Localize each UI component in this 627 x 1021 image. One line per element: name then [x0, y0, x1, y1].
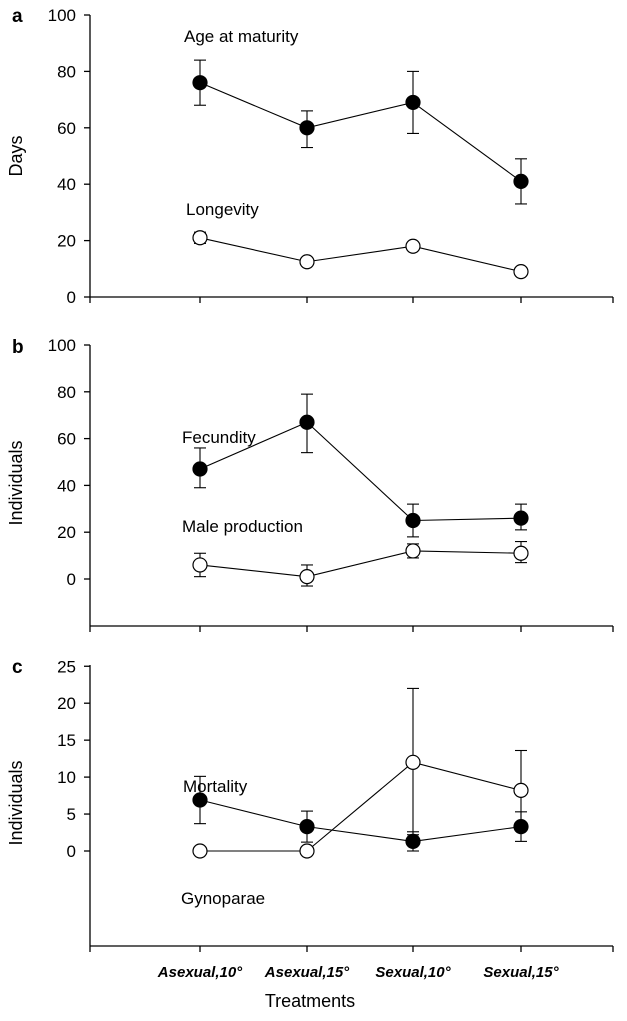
y-tick-label: 60 — [57, 119, 76, 138]
series-line — [199, 421, 522, 522]
data-point-filled — [192, 75, 208, 91]
y-tick-label: 40 — [57, 476, 76, 495]
x-category-label: Asexual,15° — [264, 964, 350, 981]
x-category-label: Sexual,15° — [483, 964, 559, 981]
y-tick-label: 10 — [57, 768, 76, 787]
annotation-gynoparae: Gynoparae — [181, 889, 265, 908]
panel-c-letter: c — [12, 657, 23, 678]
data-point-open — [299, 569, 315, 585]
annotation-fecundity: Fecundity — [182, 428, 256, 447]
annotation-longevity: Longevity — [186, 200, 259, 219]
panel-b-letter: b — [12, 337, 24, 358]
y-tick-label: 40 — [57, 175, 76, 194]
x-category-label: Sexual,10° — [375, 964, 451, 981]
data-point-open — [513, 264, 529, 280]
data-point-filled — [192, 461, 208, 477]
data-point-open — [192, 230, 208, 246]
panel-c-plot: 0 5 10 15 20 25 — [57, 657, 614, 952]
y-tick-label: 20 — [57, 523, 76, 542]
annotation-male-production: Male production — [182, 517, 303, 536]
y-tick-label: 15 — [57, 731, 76, 750]
annotation-mortality: Mortality — [183, 777, 248, 796]
series-line — [200, 761, 522, 852]
panel-a-letter: a — [12, 6, 23, 27]
panel-b-ylabel: Individuals — [6, 440, 26, 525]
y-tick-label: 20 — [57, 232, 76, 251]
data-point-filled — [299, 819, 315, 835]
data-point-filled — [299, 120, 315, 136]
y-tick-label: 5 — [67, 805, 76, 824]
panel-a: a Days Age at maturity Longevity 0 20 40 60… — [6, 6, 614, 307]
series-line — [199, 799, 522, 842]
data-point-open — [405, 238, 421, 254]
panel-a-plot: 0 20 40 60 80 100 — [48, 6, 614, 307]
data-point-open — [192, 843, 208, 859]
data-point-filled — [299, 414, 315, 430]
y-tick-label: 100 — [48, 336, 76, 355]
y-tick-label: 100 — [48, 6, 76, 25]
y-tick-label: 60 — [57, 430, 76, 449]
panel-c: c Individuals Mortality Gynoparae 0 5 10 15… — [6, 657, 614, 952]
data-point-filled — [513, 173, 529, 189]
data-point-open — [299, 254, 315, 270]
data-point-filled — [405, 94, 421, 111]
y-tick-label: 80 — [57, 62, 76, 81]
panel-c-ylabel: Individuals — [6, 760, 26, 845]
y-tick-label: 20 — [57, 694, 76, 713]
series-line — [199, 237, 522, 273]
y-tick-label: 0 — [67, 842, 76, 861]
data-point-open — [513, 782, 529, 799]
data-point-filled — [513, 510, 529, 526]
data-point-filled — [405, 833, 421, 849]
y-tick-label: 0 — [67, 288, 76, 307]
data-point-filled — [192, 792, 208, 808]
data-point-open — [513, 545, 529, 561]
data-point-open — [299, 843, 315, 859]
x-category-labels: Asexual,10° Asexual,15° Sexual,10° Sexual,1… — [157, 964, 560, 981]
data-point-open — [405, 543, 421, 559]
y-tick-label: 0 — [67, 570, 76, 589]
series-line — [199, 550, 522, 578]
x-axis-title: Treatments — [265, 991, 355, 1011]
series-line — [199, 82, 522, 182]
y-tick-label: 80 — [57, 383, 76, 402]
y-tick-label: 25 — [57, 657, 76, 676]
data-point-filled — [405, 512, 421, 529]
x-category-label: Asexual,10° — [157, 964, 243, 981]
panel-b-plot: 0 20 40 60 80 100 — [48, 336, 614, 632]
panel-a-ylabel: Days — [6, 135, 26, 176]
data-point-open — [192, 557, 208, 573]
annotation-age-at-maturity: Age at maturity — [184, 27, 299, 46]
data-point-open — [405, 754, 421, 770]
panel-b: b Individuals Fecundity Male production … — [6, 336, 614, 632]
